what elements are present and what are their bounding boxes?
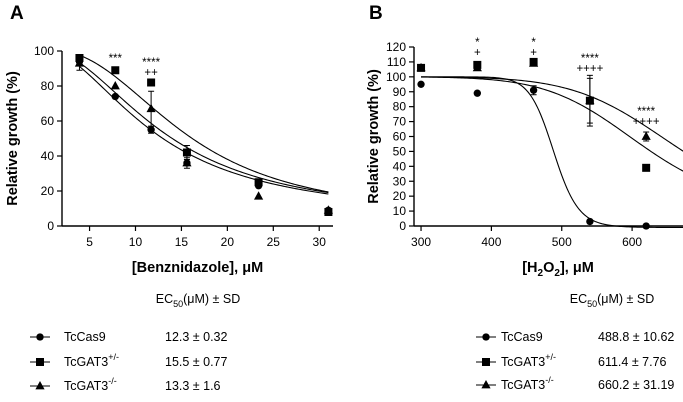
- significance-mark: ****: [581, 53, 599, 65]
- significance-mark: ++++: [633, 116, 660, 128]
- significance-mark: +: [530, 47, 537, 59]
- data-point-square: [182, 148, 191, 157]
- ec50-value: 12.3 ± 0.32: [165, 330, 228, 344]
- y-tick-label: 50: [393, 144, 407, 158]
- data-point-circle: [586, 217, 594, 226]
- significance-mark: ****: [142, 57, 160, 69]
- data-point-triangle: [323, 205, 334, 214]
- y-tick-label: 70: [393, 115, 407, 129]
- y-tick-label: 60: [393, 130, 407, 144]
- ec50-table-header: EC50(μM) ± SD: [156, 292, 241, 309]
- significance-mark: *: [475, 37, 480, 49]
- legend-label: TcCas9: [501, 330, 543, 344]
- x-tick-label: 15: [175, 235, 189, 249]
- ec50-value: 611.4 ± 7.76: [598, 355, 667, 369]
- x-tick-label: 25: [267, 235, 281, 249]
- data-point-circle: [473, 89, 481, 97]
- data-point-triangle: [529, 58, 539, 67]
- x-tick-label: 600: [622, 235, 642, 249]
- y-tick-label: 100: [386, 70, 406, 84]
- significance-mark: ***: [109, 53, 123, 65]
- legend-label: TcGAT3-/-: [64, 376, 117, 393]
- data-point-triangle: [74, 58, 85, 67]
- fit-curve-circle: [79, 66, 329, 195]
- data-point-circle: [529, 86, 538, 94]
- y-tick-label: 110: [387, 55, 406, 69]
- data-point-circle: [147, 126, 155, 134]
- x-tick-label: 10: [129, 235, 143, 249]
- y-tick-label: 60: [41, 114, 55, 128]
- data-point-circle: [642, 222, 650, 230]
- significance-mark: ++++: [576, 63, 603, 75]
- data-point-square: [75, 54, 84, 62]
- fit-curve-circle: [421, 76, 683, 229]
- legend-label: TcGAT3+/-: [64, 352, 119, 369]
- x-tick-label: 5: [86, 235, 93, 249]
- legend-marker-triangle: [35, 381, 45, 390]
- y-tick-label: 10: [393, 204, 407, 218]
- x-axis-label: [Benznidazole], μM: [132, 260, 263, 276]
- panel-label-B: B: [369, 3, 383, 24]
- y-tick-label: 0: [47, 219, 54, 233]
- fit-curve-triangle: [421, 76, 683, 152]
- x-tick-label: 500: [552, 235, 572, 249]
- fit-curve-square: [421, 76, 683, 172]
- y-tick-label: 80: [393, 100, 407, 114]
- data-point-square: [642, 163, 651, 172]
- legend-marker-circle: [482, 333, 490, 341]
- y-tick-label: 120: [386, 40, 406, 54]
- panel-label-A: A: [10, 3, 24, 24]
- data-point-circle: [111, 92, 119, 101]
- y-tick-label: 20: [41, 184, 55, 198]
- y-tick-label: 20: [393, 189, 407, 203]
- data-point-circle: [417, 80, 425, 88]
- fit-curve-square: [79, 54, 329, 193]
- ec50-value: 13.3 ± 1.6: [165, 379, 221, 393]
- data-point-triangle: [472, 62, 482, 72]
- significance-mark: *: [531, 37, 536, 49]
- y-axis-label: Relative growth (%): [366, 69, 382, 204]
- legend-label: TcCas9: [64, 330, 106, 344]
- y-tick-label: 30: [393, 174, 407, 188]
- x-axis-label: [H2O2], μM: [522, 260, 594, 279]
- significance-mark: ****: [637, 106, 655, 118]
- y-tick-label: 40: [393, 159, 407, 173]
- significance-mark: +: [474, 47, 481, 59]
- legend-marker-triangle: [481, 380, 491, 389]
- y-tick-label: 80: [41, 79, 55, 93]
- y-axis-label: Relative growth (%): [5, 71, 21, 206]
- x-tick-label: 400: [481, 235, 501, 249]
- x-tick-label: 20: [221, 235, 235, 249]
- fit-curve-triangle: [79, 62, 329, 194]
- significance-mark: ++: [144, 67, 158, 79]
- x-tick-label: 300: [411, 235, 431, 249]
- ec50-value: 15.5 ± 0.77: [165, 355, 228, 369]
- ec50-table-header: EC50(μM) ± SD: [570, 292, 655, 309]
- data-point-square: [111, 66, 120, 75]
- legend-label: TcGAT3-/-: [501, 375, 554, 392]
- data-point-triangle: [585, 95, 595, 105]
- legend-marker-square: [36, 358, 44, 366]
- legend-marker-circle: [36, 333, 44, 341]
- data-point-triangle: [416, 62, 426, 72]
- x-tick-label: 30: [313, 235, 327, 249]
- data-point-triangle: [110, 81, 120, 90]
- y-tick-label: 0: [399, 219, 406, 233]
- legend-label: TcGAT3+/-: [501, 352, 556, 369]
- data-point-triangle: [182, 158, 192, 167]
- data-point-triangle: [641, 131, 651, 140]
- y-tick-label: 90: [393, 85, 407, 99]
- data-point-triangle: [253, 191, 264, 200]
- legend-marker-square: [482, 358, 490, 366]
- data-point-triangle: [146, 103, 156, 113]
- data-point-square: [147, 78, 156, 87]
- ec50-value: 660.2 ± 31.19: [598, 378, 674, 392]
- ec50-value: 488.8 ± 10.62: [598, 330, 674, 344]
- y-tick-label: 40: [41, 149, 55, 163]
- data-point-square: [254, 178, 263, 187]
- y-tick-label: 100: [34, 44, 54, 58]
